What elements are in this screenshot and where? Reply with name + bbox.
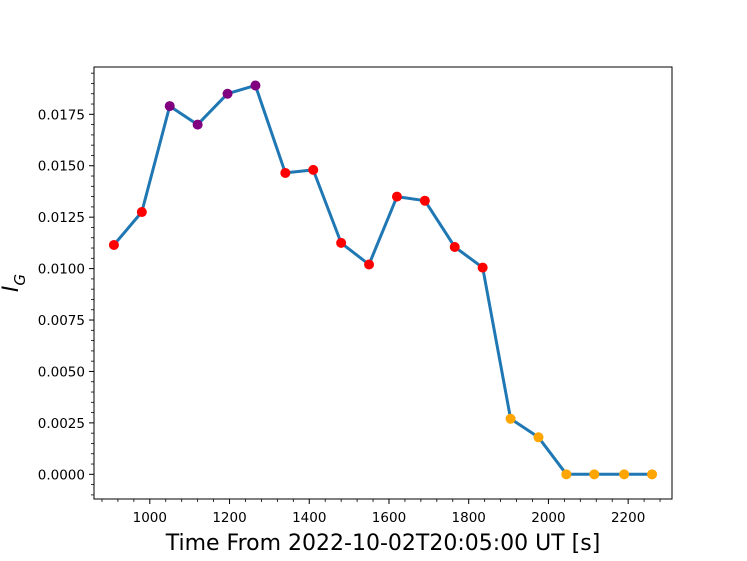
y-axis-label-sub: G: [11, 274, 29, 286]
data-point: [136, 207, 147, 218]
series-line: [112, 84, 654, 476]
y-axis-label-main: I: [0, 286, 24, 293]
data-point: [589, 469, 600, 480]
x-tick-label: 1800: [452, 510, 486, 526]
y-tick-label: 0.0075: [38, 313, 85, 329]
data-point: [477, 262, 488, 273]
y-tick-label: 0.0025: [38, 416, 85, 432]
y-tick-label: 0.0100: [38, 262, 85, 278]
x-axis-label: Time From 2022-10-02T20:05:00 UT [s]: [165, 531, 601, 556]
data-point: [164, 101, 175, 112]
y-tick-label: 0.0125: [38, 210, 85, 226]
y-tick-label: 0.0150: [38, 159, 85, 175]
x-tick-label: 2000: [531, 510, 565, 526]
y-tick-label: 0.0175: [38, 107, 85, 123]
data-point: [619, 469, 630, 480]
x-axis-ticks: 1000 1200 1400 1600 1800 2000 2200: [101, 499, 661, 526]
y-axis-label: IG: [0, 274, 29, 292]
data-point: [222, 88, 233, 99]
x-tick-label: 1400: [292, 510, 326, 526]
y-axis-ticks: 0.0000 0.0025 0.0050 0.0075 0.0100 0.0125 0.01…: [38, 72, 94, 496]
x-tick-label: 2200: [611, 510, 645, 526]
data-point: [336, 237, 347, 248]
data-point: [250, 80, 261, 91]
plot-frame: [93, 66, 673, 500]
plot-area: [93, 66, 673, 500]
data-point: [561, 469, 572, 480]
data-point: [647, 469, 658, 480]
x-tick-label: 1600: [372, 510, 406, 526]
data-point: [108, 239, 119, 250]
y-tick-label: 0.0050: [38, 364, 85, 380]
y-tick-label: 0.0000: [38, 467, 85, 483]
data-point: [449, 242, 460, 252]
x-tick-label: 1000: [133, 510, 167, 526]
data-point: [280, 167, 291, 178]
data-point: [192, 119, 203, 130]
data-point: [505, 413, 516, 424]
data-point: [419, 195, 430, 206]
x-tick-label: 1200: [212, 510, 246, 526]
data-point: [364, 259, 375, 270]
data-point: [533, 432, 544, 443]
data-point: [308, 164, 319, 175]
data-point: [391, 191, 402, 202]
